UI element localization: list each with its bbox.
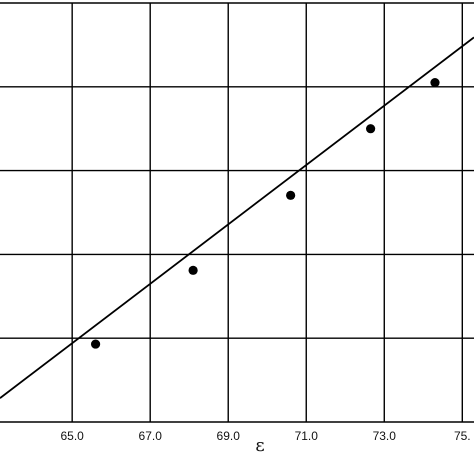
data-point [286, 190, 296, 200]
data-points-layer [90, 78, 440, 349]
data-point [188, 265, 198, 275]
x-tick-label: 71.0 [295, 429, 319, 443]
grid-layer [0, 2, 474, 423]
x-tick-label: 67.0 [139, 429, 163, 443]
fit-line [0, 36, 474, 399]
data-point [366, 124, 376, 134]
x-tick-label: 69.0 [217, 429, 241, 443]
fit-line-layer [0, 36, 474, 399]
x-tick-label: 75. [454, 429, 471, 443]
data-point [90, 339, 101, 349]
x-tick-labels: 65.0 67.0 69.0 71.0 73.0 75. [60, 429, 470, 443]
data-point [430, 78, 440, 88]
x-axis-label: ε [255, 435, 264, 456]
x-tick-label: 73.0 [373, 429, 397, 443]
x-tick-label: 65.0 [60, 429, 84, 443]
